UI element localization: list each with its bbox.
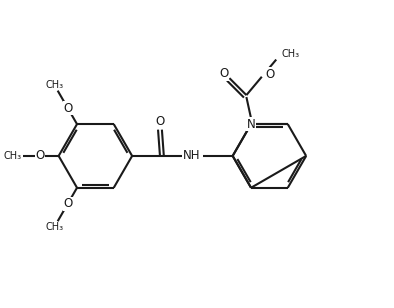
Text: CH₃: CH₃ bbox=[45, 222, 63, 232]
Text: NH: NH bbox=[183, 149, 201, 162]
Text: O: O bbox=[63, 197, 72, 210]
Text: O: O bbox=[35, 149, 45, 162]
Text: O: O bbox=[63, 102, 72, 115]
Text: O: O bbox=[155, 116, 165, 128]
Text: CH₃: CH₃ bbox=[281, 49, 299, 59]
Text: O: O bbox=[219, 67, 228, 80]
Text: N: N bbox=[247, 118, 255, 131]
Text: CH₃: CH₃ bbox=[45, 79, 63, 90]
Text: O: O bbox=[265, 68, 274, 81]
Text: CH₃: CH₃ bbox=[4, 151, 22, 161]
